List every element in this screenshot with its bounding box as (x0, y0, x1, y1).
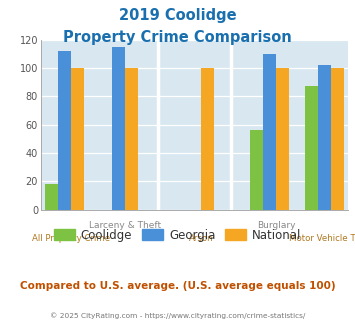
Bar (276, 68, 289, 210)
Text: Burglary: Burglary (257, 221, 296, 230)
Bar (331, 68, 344, 210)
Bar (113, 47, 125, 210)
Bar (201, 68, 214, 210)
Text: All Property Crime: All Property Crime (32, 234, 110, 243)
Bar (318, 65, 331, 210)
Text: Compared to U.S. average. (U.S. average equals 100): Compared to U.S. average. (U.S. average … (20, 281, 335, 291)
Text: Motor Vehicle Theft: Motor Vehicle Theft (289, 234, 355, 243)
Text: Larceny & Theft: Larceny & Theft (89, 221, 162, 230)
Text: Property Crime Comparison: Property Crime Comparison (63, 30, 292, 45)
Bar (58, 51, 71, 210)
Bar (45, 184, 58, 210)
Legend: Coolidge, Georgia, National: Coolidge, Georgia, National (49, 224, 306, 247)
Bar (250, 130, 263, 210)
Text: 2019 Coolidge: 2019 Coolidge (119, 8, 236, 23)
Bar (263, 54, 276, 210)
Text: © 2025 CityRating.com - https://www.cityrating.com/crime-statistics/: © 2025 CityRating.com - https://www.city… (50, 312, 305, 318)
Bar (305, 86, 318, 210)
Text: Arson: Arson (189, 234, 213, 243)
Bar (71, 68, 84, 210)
Bar (125, 68, 138, 210)
